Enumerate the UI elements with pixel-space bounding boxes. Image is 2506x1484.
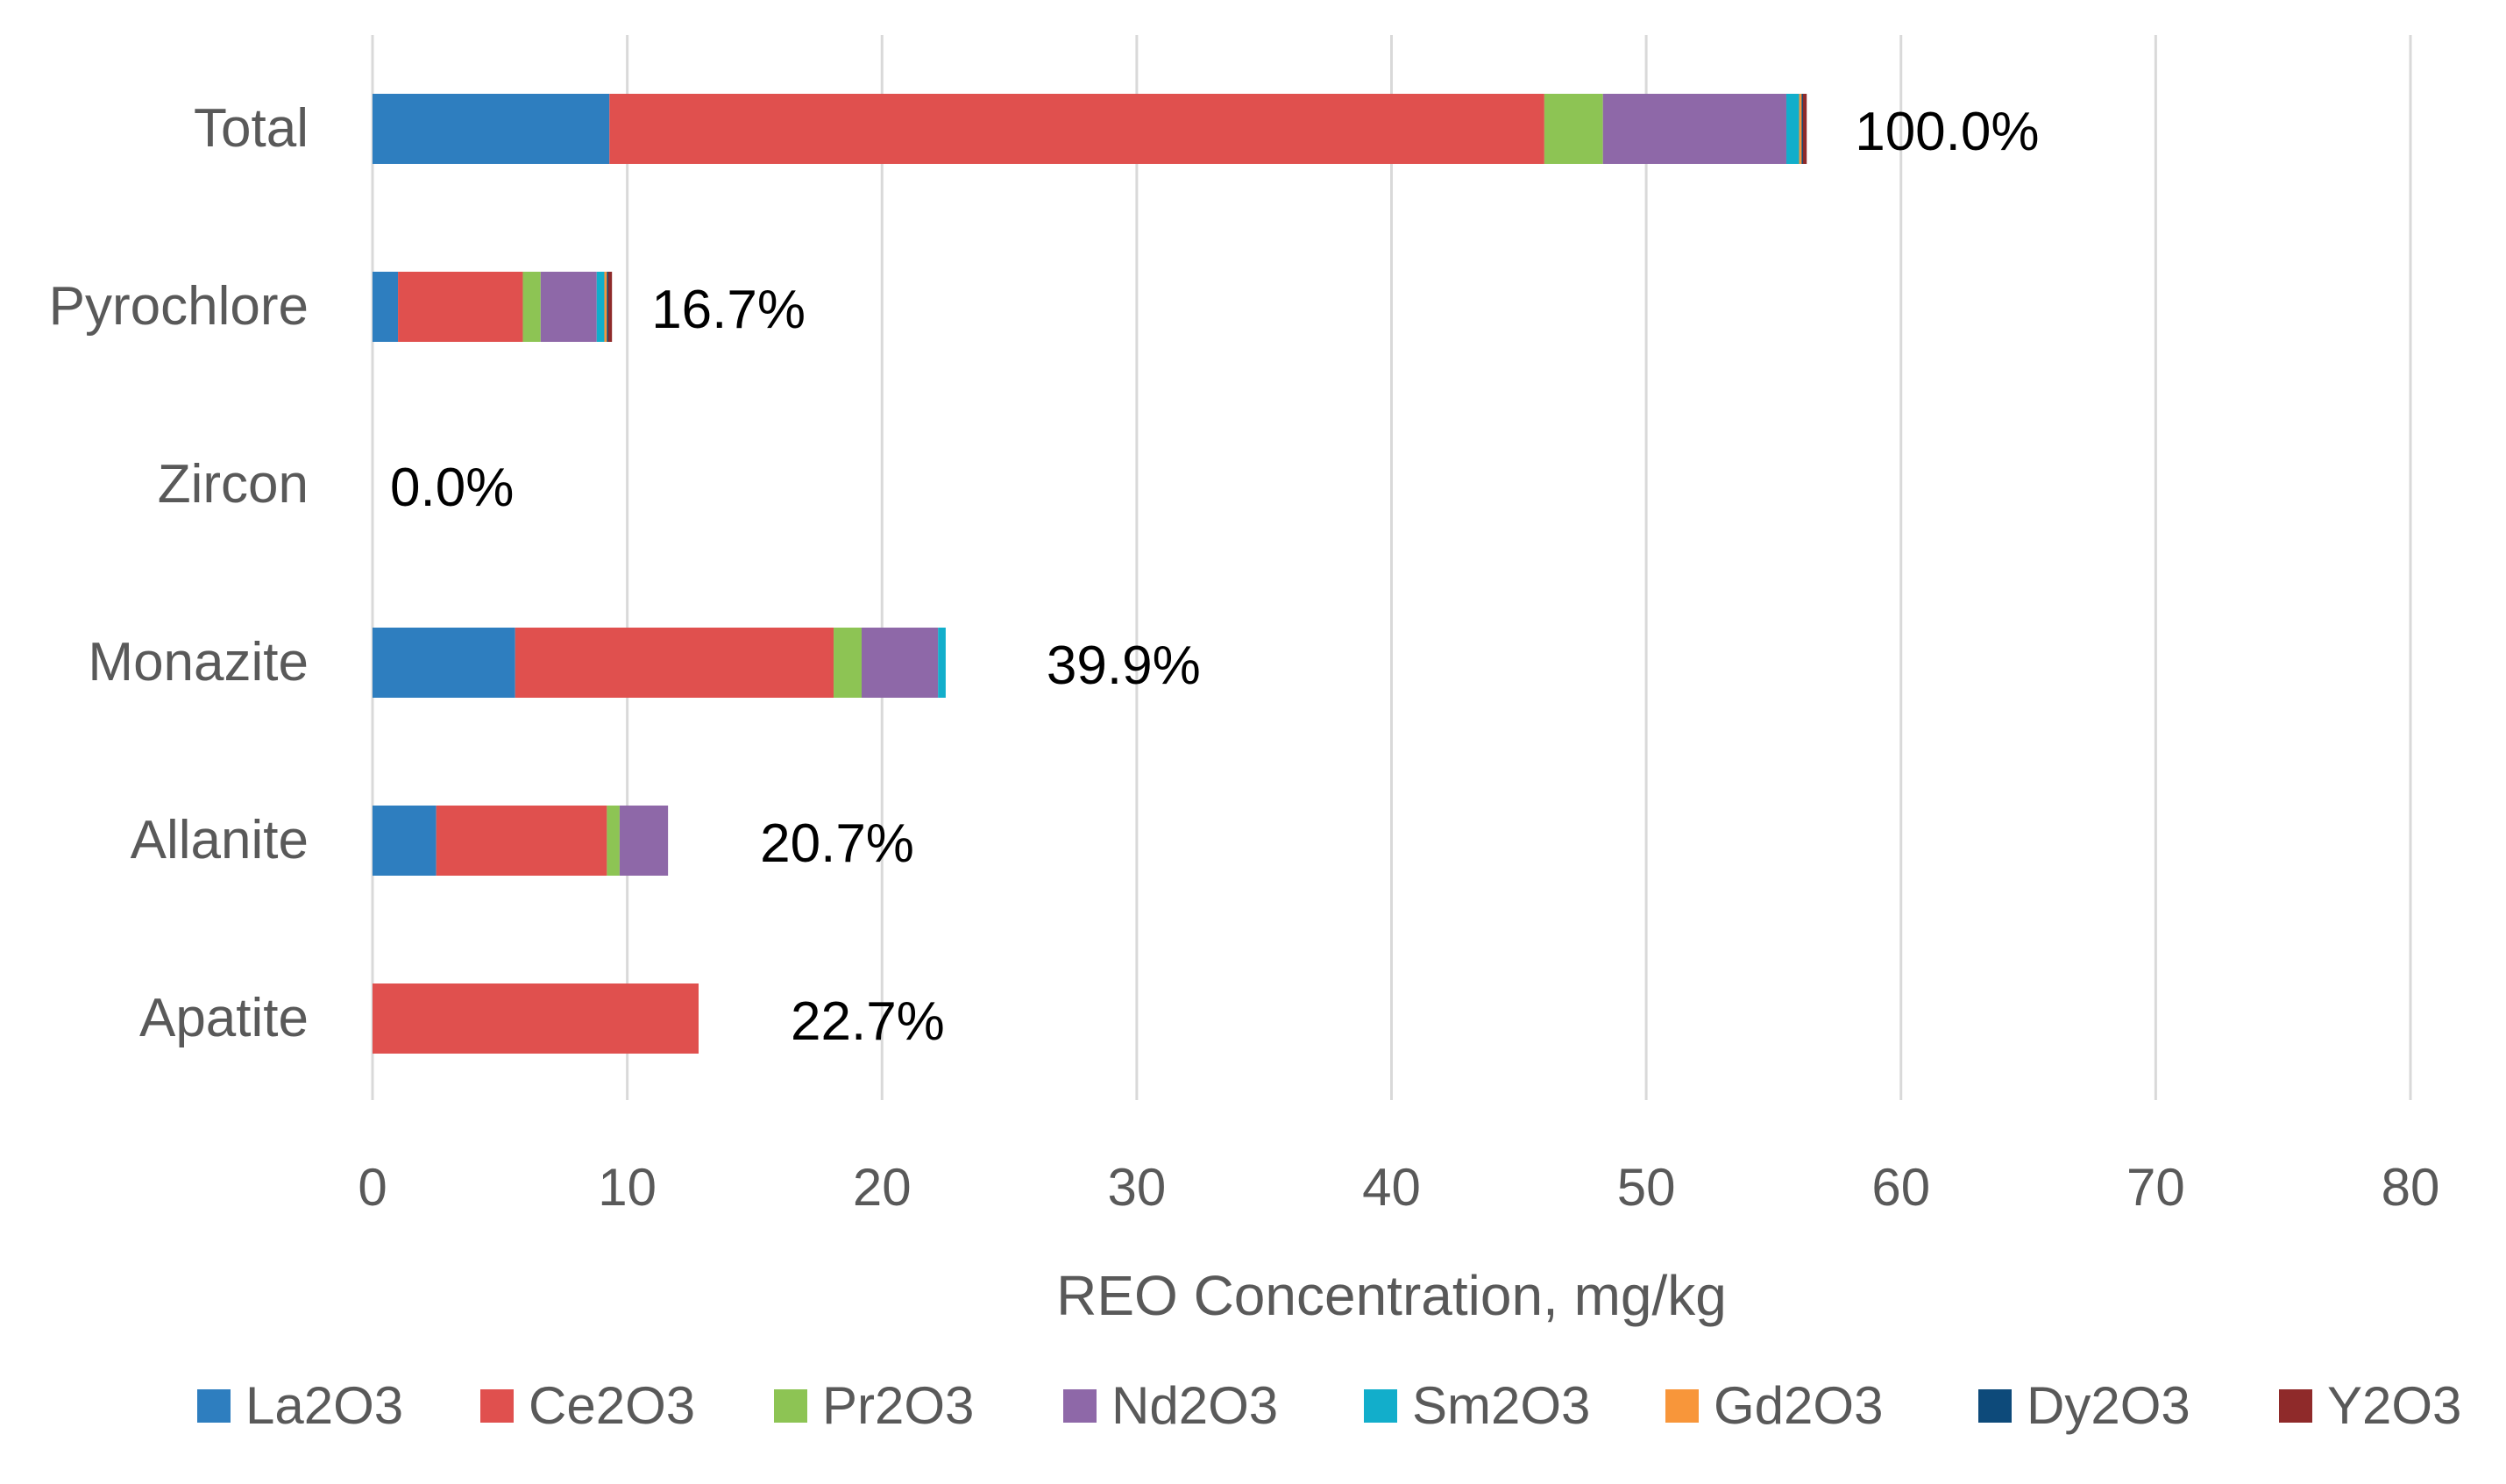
bar-monazite-la2o3 — [373, 628, 515, 698]
bar-total-dy2o3 — [1801, 94, 1804, 164]
bar-allanite-ce2o3 — [436, 806, 607, 876]
bars — [373, 94, 1807, 1054]
legend-swatch-dy2o3 — [1978, 1389, 2012, 1423]
bar-pyrochlore-y2o3 — [607, 272, 613, 342]
legend-swatch-pr2o3 — [774, 1389, 807, 1423]
bar-monazite-ce2o3 — [515, 628, 834, 698]
legend-swatch-la2o3 — [197, 1389, 231, 1423]
value-axis: 0 10 20 30 40 50 60 70 80 — [358, 1158, 2439, 1217]
x-tick-label: 80 — [2382, 1158, 2440, 1217]
data-label-pyrochlore: 16.7% — [651, 280, 806, 340]
legend-swatch-ce2o3 — [480, 1389, 514, 1423]
category-label-pyrochlore: Pyrochlore — [49, 276, 309, 337]
bar-total-la2o3 — [373, 94, 610, 164]
data-labels: 100.0% 16.7% 0.0% 39.9% 20.7% 22.7% — [390, 102, 2040, 1052]
bar-pyrochlore-dy2o3 — [607, 272, 609, 342]
bar-pyrochlore-sm2o3 — [596, 272, 605, 342]
bar-pyrochlore-ce2o3 — [398, 272, 523, 342]
bar-monazite-pr2o3 — [834, 628, 862, 698]
x-tick-label: 40 — [1362, 1158, 1421, 1217]
category-label-allanite: Allanite — [131, 810, 309, 870]
data-label-monazite: 39.9% — [1047, 635, 1201, 696]
bar-total-nd2o3 — [1602, 94, 1786, 164]
bar-allanite-nd2o3 — [619, 806, 669, 876]
x-tick-label: 50 — [1617, 1158, 1676, 1217]
bar-total-ce2o3 — [609, 94, 1544, 164]
data-label-allanite: 20.7% — [760, 813, 914, 874]
legend-swatch-nd2o3 — [1063, 1389, 1097, 1423]
category-axis: Total Pyrochlore Zircon Monazite Allanite Apa… — [49, 98, 309, 1048]
category-label-monazite: Monazite — [88, 632, 309, 692]
category-label-apatite: Apatite — [139, 988, 309, 1048]
bar-apatite-ce2o3 — [373, 983, 699, 1054]
legend: La2O3 Ce2O3 Pr2O3 Nd2O3 Sm2O3 Gd2O3 Dy2O3 Y2O3 — [197, 1376, 2461, 1435]
legend-swatch-gd2o3 — [1665, 1389, 1699, 1423]
bar-total-sm2o3 — [1785, 94, 1800, 164]
legend-swatch-y2o3 — [2279, 1389, 2312, 1423]
bar-pyrochlore-nd2o3 — [540, 272, 597, 342]
legend-label-nd2o3: Nd2O3 — [1111, 1376, 1278, 1435]
category-label-zircon: Zircon — [158, 454, 309, 515]
x-tick-label: 70 — [2126, 1158, 2185, 1217]
legend-label-la2o3: La2O3 — [245, 1376, 403, 1435]
legend-swatch-sm2o3 — [1364, 1389, 1397, 1423]
bar-total-pr2o3 — [1544, 94, 1603, 164]
legend-label-ce2o3: Ce2O3 — [529, 1376, 695, 1435]
bar-monazite-nd2o3 — [862, 628, 939, 698]
x-tick-label: 30 — [1108, 1158, 1167, 1217]
legend-label-sm2o3: Sm2O3 — [1412, 1376, 1590, 1435]
gridlines — [371, 35, 2412, 1100]
bar-allanite-pr2o3 — [607, 806, 620, 876]
bar-total-y2o3 — [1802, 94, 1807, 164]
data-label-apatite: 22.7% — [791, 991, 945, 1052]
bar-total-gd2o3 — [1799, 94, 1802, 164]
bar-allanite-la2o3 — [373, 806, 437, 876]
bar-pyrochlore-la2o3 — [373, 272, 399, 342]
bar-monazite-sm2o3 — [938, 628, 946, 698]
data-label-zircon: 0.0% — [390, 458, 514, 518]
category-label-total: Total — [194, 98, 309, 159]
legend-label-gd2o3: Gd2O3 — [1714, 1376, 1883, 1435]
x-tick-label: 10 — [598, 1158, 657, 1217]
legend-label-dy2o3: Dy2O3 — [2027, 1376, 2190, 1435]
legend-label-y2o3: Y2O3 — [2327, 1376, 2461, 1435]
x-axis-title: REO Concentration, mg/kg — [1056, 1264, 1727, 1327]
x-tick-label: 20 — [853, 1158, 912, 1217]
bar-pyrochlore-gd2o3 — [604, 272, 607, 342]
x-tick-label: 60 — [1871, 1158, 1930, 1217]
bar-pyrochlore-pr2o3 — [522, 272, 541, 342]
data-label-total: 100.0% — [1855, 102, 2039, 162]
x-tick-label: 0 — [358, 1158, 387, 1217]
legend-label-pr2o3: Pr2O3 — [822, 1376, 974, 1435]
